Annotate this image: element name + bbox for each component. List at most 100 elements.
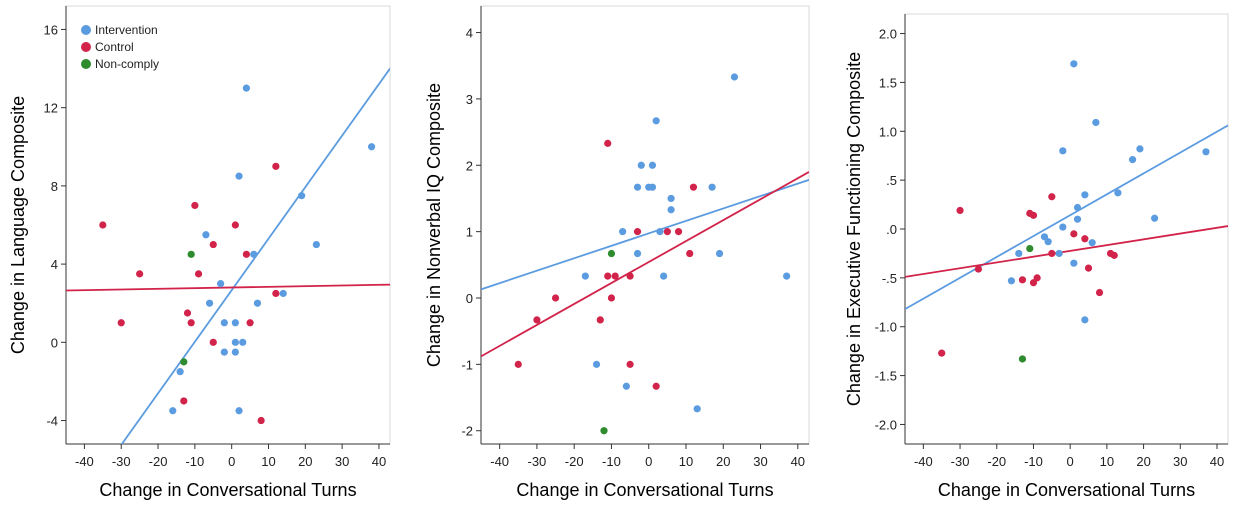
point-control (674, 228, 683, 236)
y-tick-label: -1.0 (875, 320, 897, 335)
point-intervention (1059, 147, 1067, 155)
x-tick-label: -40 (914, 454, 933, 469)
x-tick-label: -10 (602, 454, 621, 469)
point-intervention (298, 192, 306, 200)
point-control (209, 240, 217, 249)
point-intervention (1007, 277, 1016, 285)
y-tick-label: 3 (466, 92, 473, 107)
point-control (272, 162, 280, 170)
point-control (183, 309, 192, 317)
point-control (191, 201, 199, 210)
point-control (1018, 276, 1027, 284)
point-intervention (1088, 239, 1096, 247)
point-control (272, 289, 280, 298)
x-tick-label: -10 (1024, 454, 1043, 469)
point-intervention (622, 382, 630, 390)
y-tick-label: 1 (466, 225, 473, 240)
point-intervention (1128, 156, 1137, 164)
plot-area (480, 5, 810, 445)
point-control (242, 250, 251, 258)
x-tick-label: 20 (716, 454, 730, 469)
point-control (626, 272, 634, 280)
point-control (611, 272, 619, 280)
point-control (1048, 193, 1056, 201)
point-intervention (1059, 223, 1067, 231)
point-control (604, 139, 612, 147)
point-intervention (1070, 259, 1078, 267)
point-intervention (205, 299, 214, 307)
point-intervention (667, 194, 675, 203)
point-control (136, 270, 144, 278)
point-intervention (660, 272, 668, 280)
fit-line-control (481, 171, 809, 358)
y-tick-label: 8 (51, 179, 58, 194)
point-intervention (715, 249, 724, 258)
y-tick-label: 2.0 (879, 27, 897, 42)
point-intervention (708, 183, 716, 191)
point-control (1095, 288, 1104, 297)
y-tick-label: 12 (44, 101, 58, 116)
executive-functioning-chart-svg: -2.0 -1.5 -1.0 -.5 .0 .5 1.0 1.5 2.0 -40 -30 -20 -10… (844, 13, 1229, 500)
point-intervention (1114, 189, 1122, 197)
x-tick-label: 0 (228, 454, 235, 469)
point-control (533, 316, 541, 324)
y-tick-label: 16 (44, 22, 58, 37)
y-tick-label: -2.0 (875, 417, 897, 432)
point-control (257, 416, 265, 425)
legend-label-control: Control (95, 40, 134, 54)
x-tick-label: -20 (987, 454, 1006, 469)
point-intervention (1202, 148, 1210, 156)
point-intervention (1073, 215, 1082, 223)
y-tick-label: 4 (51, 257, 58, 272)
point-intervention (250, 250, 258, 258)
point-intervention (220, 348, 228, 356)
point-control (209, 338, 217, 346)
x-tick-label: 10 (1100, 454, 1114, 469)
y-tick-label: -1 (461, 357, 473, 372)
x-tick-label: 40 (372, 454, 386, 469)
y-tick-label: 0 (51, 335, 58, 350)
x-tick-label: 0 (645, 454, 652, 469)
point-control (663, 228, 671, 236)
point-intervention (1015, 249, 1023, 258)
y-tick-label: 2 (466, 158, 473, 173)
point-intervention (693, 405, 701, 413)
point-intervention (202, 231, 210, 239)
point-intervention (633, 183, 642, 191)
point-control (626, 360, 634, 368)
point-intervention (1092, 118, 1100, 127)
legend-label-intervention: Intervention (95, 23, 158, 37)
point-intervention (1150, 214, 1159, 222)
point-intervention (231, 348, 239, 356)
point-intervention (1081, 191, 1089, 199)
point-intervention (1040, 233, 1049, 241)
point-intervention (1044, 238, 1052, 246)
chart-panel-language: -4 0 4 8 12 16 -40 -30 -20 -10 0 10 20 30 40 Change in … (0, 0, 400, 507)
point-noncomply (187, 250, 195, 258)
y-tick-label: 0 (466, 291, 473, 306)
x-axis-title: Change in Conversational Turns (938, 480, 1195, 500)
y-tick-label: -2 (461, 424, 473, 439)
plot-area (65, 5, 391, 445)
fit-line-intervention (905, 124, 1228, 310)
point-noncomply (180, 358, 188, 366)
y-tick-label: 1.0 (879, 124, 897, 139)
point-control (180, 397, 188, 405)
x-tick-label: 30 (753, 454, 767, 469)
x-tick-label: -30 (112, 454, 131, 469)
point-control (652, 382, 660, 390)
legend-label-noncomply: Non-comply (95, 57, 159, 71)
y-axis-title: Change in Executive Functioning Composit… (844, 52, 864, 406)
point-intervention (667, 206, 675, 214)
point-control (1033, 274, 1041, 282)
point-control (596, 316, 604, 324)
y-tick-label: .5 (886, 173, 897, 188)
point-intervention (619, 228, 627, 236)
x-tick-label: -30 (951, 454, 970, 469)
y-tick-label: -.5 (882, 271, 897, 286)
point-intervention (231, 319, 239, 327)
point-control (551, 294, 560, 302)
point-control (194, 270, 203, 278)
point-noncomply (1026, 244, 1034, 253)
